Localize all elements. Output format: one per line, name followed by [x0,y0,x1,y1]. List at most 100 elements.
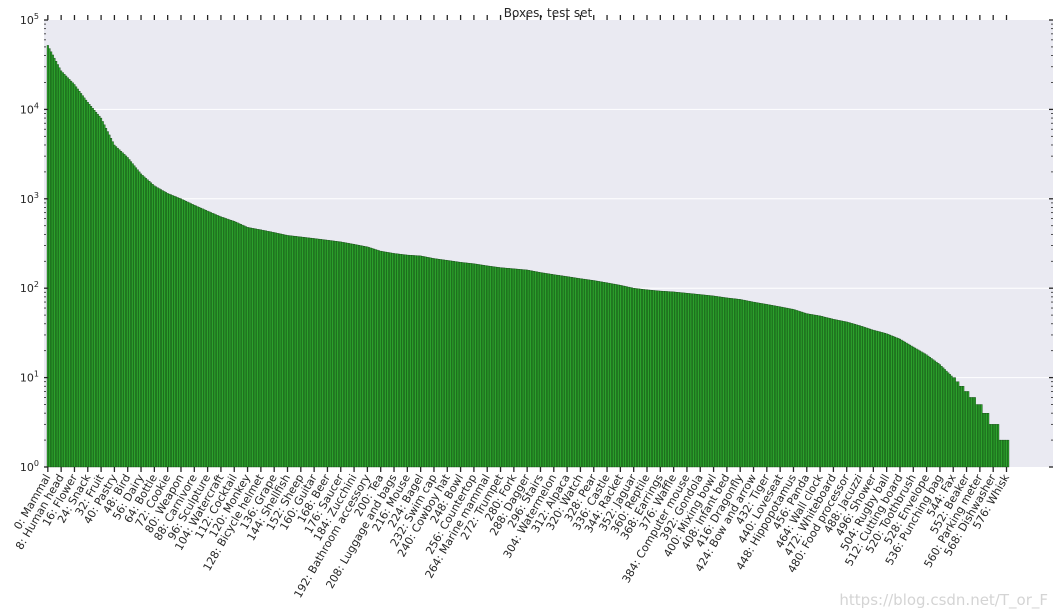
bar [864,327,867,468]
bar [427,257,430,468]
bar [867,328,870,468]
bar [346,242,349,468]
bar [233,221,236,468]
bar [169,194,173,468]
bar [732,298,735,468]
bar [68,79,71,468]
bar [622,285,625,468]
bar [60,70,63,468]
bar [772,305,775,468]
bar [517,269,520,468]
bar [599,281,602,468]
bar [592,280,595,468]
bar [697,294,700,468]
bar [484,265,487,468]
bar [561,275,564,468]
y-tick-label: 101 [20,370,39,385]
bar [294,236,297,468]
bar [329,240,332,468]
bar [760,303,763,468]
bar [544,273,547,468]
bar [396,253,399,468]
bar [140,173,143,468]
bar [391,252,394,468]
bar [371,248,374,468]
bar [278,233,281,468]
bar [975,404,978,468]
bar [617,284,620,468]
bar [133,165,136,468]
bar [887,334,890,468]
bar [193,204,196,468]
bar [521,269,524,468]
bar [740,299,743,468]
bar [118,149,121,468]
y-tick-label: 105 [20,12,39,27]
bar [965,391,968,468]
bar [920,351,923,468]
bar [782,307,785,468]
bar [589,279,592,468]
bar [479,264,482,468]
bar [301,236,304,468]
bar [932,359,935,468]
bar [447,260,450,468]
bar [990,424,993,468]
bar [987,413,990,468]
bar [509,268,512,468]
bar [130,161,133,468]
bar [616,284,619,468]
bar [229,219,232,468]
bar [131,163,134,468]
bar [908,344,911,468]
y-tick-label: 103 [20,191,39,206]
y-tick-labels: 100 101 102 103 104 105 [20,12,39,474]
bar [100,117,103,468]
bar [194,205,197,468]
bar [645,289,649,468]
y-tick-label: 100 [20,459,39,474]
bar [814,314,817,468]
bar [374,249,377,468]
bar [224,218,227,468]
bar [997,424,1000,468]
bar [680,292,683,468]
bar [712,295,715,468]
bar [411,255,414,468]
bar [299,236,302,468]
bar [719,296,722,468]
bar [324,239,327,468]
bar [219,216,222,468]
bar [314,238,317,468]
bar [962,386,965,468]
bar [359,245,362,468]
bar [789,308,792,468]
bar [947,372,950,468]
bar [293,235,296,468]
bar [779,306,782,468]
bar [128,159,131,468]
bar [820,316,823,468]
bar [65,75,68,468]
bar [70,80,73,468]
bar [376,249,379,468]
bar [883,333,887,468]
bar [184,200,187,468]
bar [304,237,307,468]
bar [417,255,420,468]
bar [556,274,559,468]
bar [619,285,622,468]
bar [406,254,409,468]
bar [386,252,389,468]
bar [80,93,83,468]
bar [422,256,425,468]
bar [647,289,650,468]
bar [882,332,885,468]
bar [341,241,344,468]
bar [111,141,114,468]
bar [389,252,392,468]
bar [985,413,988,468]
bar [928,357,931,468]
